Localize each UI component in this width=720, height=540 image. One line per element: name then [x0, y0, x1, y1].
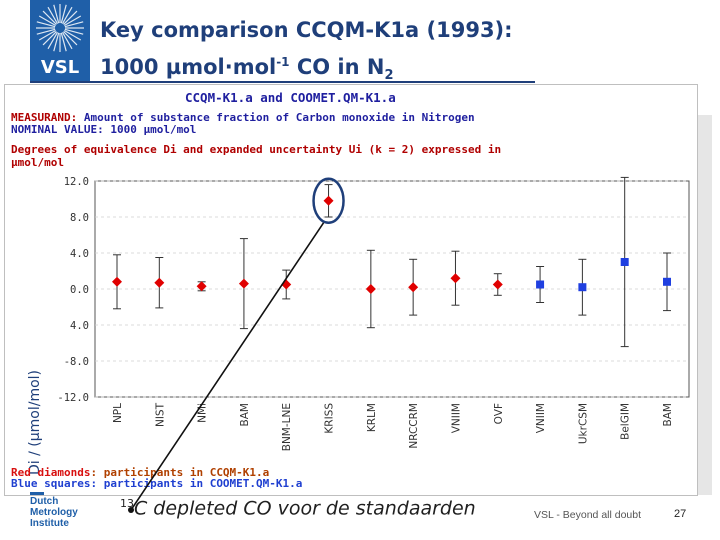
- x-tick-label: UkrCSM: [577, 403, 589, 444]
- starburst-ray: [42, 31, 57, 46]
- starburst-ray: [61, 6, 73, 24]
- starburst-ray: [61, 32, 73, 50]
- starburst-ray: [64, 15, 82, 27]
- footer-tagline: VSL - Beyond all doubt: [534, 509, 642, 521]
- y-tick-label: 4.0: [70, 248, 89, 260]
- footer-logo-line-3: Institute: [30, 518, 69, 529]
- blue-square-marker: [620, 258, 629, 266]
- legend-blue: Blue squares: participants in COOMET.QM-…: [11, 477, 303, 490]
- chart-title: CCQM-K1.a and COOMET.QM-K1.a: [185, 90, 396, 105]
- footer-logo: Dutch Metrology Institute: [30, 492, 100, 536]
- blue-square-marker: [578, 283, 587, 292]
- degrees-line-2: µmol/mol: [11, 156, 64, 169]
- x-tick-label: VNIIM: [450, 403, 462, 433]
- degrees-line-1: Degrees of equivalence Di and expanded u…: [11, 143, 502, 156]
- x-tick-label: NPL: [112, 403, 124, 423]
- red-diamond-marker: [492, 279, 503, 290]
- x-tick-label: BelGIM: [620, 403, 632, 440]
- annotation-note: 13C depleted CO voor de standaarden: [120, 497, 476, 520]
- starburst-ray: [64, 29, 82, 41]
- logo-text: VSL: [40, 57, 80, 78]
- title-divider: [30, 81, 535, 83]
- y-tick-label: -8.0: [64, 356, 89, 368]
- footer-logo-bar: [30, 492, 44, 495]
- x-tick-label: BAM: [239, 403, 251, 426]
- red-diamond-marker: [408, 282, 419, 293]
- starburst-ray: [38, 15, 56, 27]
- starburst-ray: [38, 29, 56, 41]
- x-tick-label: VNIIM: [535, 403, 547, 433]
- red-diamond-marker: [365, 284, 376, 294]
- starburst-ray: [47, 32, 59, 50]
- footer-logo-line-2: Metrology: [30, 507, 78, 518]
- starburst-ray: [60, 32, 67, 52]
- x-tick-label: NRCCRM: [408, 403, 420, 449]
- y-tick-label: 0.0: [70, 284, 89, 296]
- starburst-ray: [47, 6, 59, 24]
- blue-square-marker: [663, 277, 671, 286]
- x-tick-label: KRLM: [366, 403, 378, 432]
- starburst-ray: [36, 28, 56, 35]
- title-line-1: Key comparison CCQM-K1a (1993):: [100, 18, 513, 42]
- x-tick-label: OVF: [493, 403, 505, 424]
- starburst-ray: [42, 10, 57, 25]
- starburst-ray: [53, 4, 60, 24]
- y-tick-label: 12.0: [64, 176, 89, 188]
- x-tick-label: BAM: [662, 403, 674, 426]
- starburst-ray: [53, 32, 60, 52]
- starburst-ray: [64, 21, 84, 28]
- starburst-icon: [36, 4, 84, 52]
- page-number: 27: [674, 508, 687, 520]
- blue-square-marker: [536, 280, 545, 289]
- y-tick-label: 4.0: [70, 320, 89, 332]
- chart-panel: CCQM-K1.a and COOMET.QM-K1.a MEASURAND: …: [4, 84, 698, 496]
- starburst-ray: [63, 10, 78, 25]
- title-line-2: 1000 µmol·mol-1 CO in N2: [100, 55, 394, 84]
- nominal-value-line: NOMINAL VALUE: 1000 µmol/mol: [11, 123, 197, 136]
- starburst-ray: [63, 31, 78, 46]
- measurand-line: MEASURAND: Amount of substance fraction …: [11, 111, 475, 124]
- x-tick-label: NIST: [154, 402, 166, 427]
- x-tick-label: BNM-LNE: [281, 403, 293, 451]
- red-diamond-marker: [112, 276, 122, 287]
- starburst-ray: [64, 28, 84, 35]
- y-tick-label: 8.0: [70, 212, 89, 224]
- slide-title: Key comparison CCQM-K1a (1993): 1000 µmo…: [100, 14, 540, 92]
- equivalence-chart: 12.0 8.0 4.0 0.0 4.0 -8.0 -12.0 NPL NIST NMi BAM BN…: [57, 176, 690, 451]
- starburst-ray: [60, 4, 67, 24]
- x-tick-label: NMi: [197, 403, 209, 423]
- y-tick-label: -12.0: [57, 392, 89, 404]
- x-tick-label: KRISS: [324, 403, 336, 434]
- vsl-logo: VSL: [30, 0, 90, 82]
- starburst-ray: [36, 21, 56, 28]
- red-diamond-marker: [450, 273, 461, 284]
- footer-logo-line-1: Dutch: [30, 496, 59, 507]
